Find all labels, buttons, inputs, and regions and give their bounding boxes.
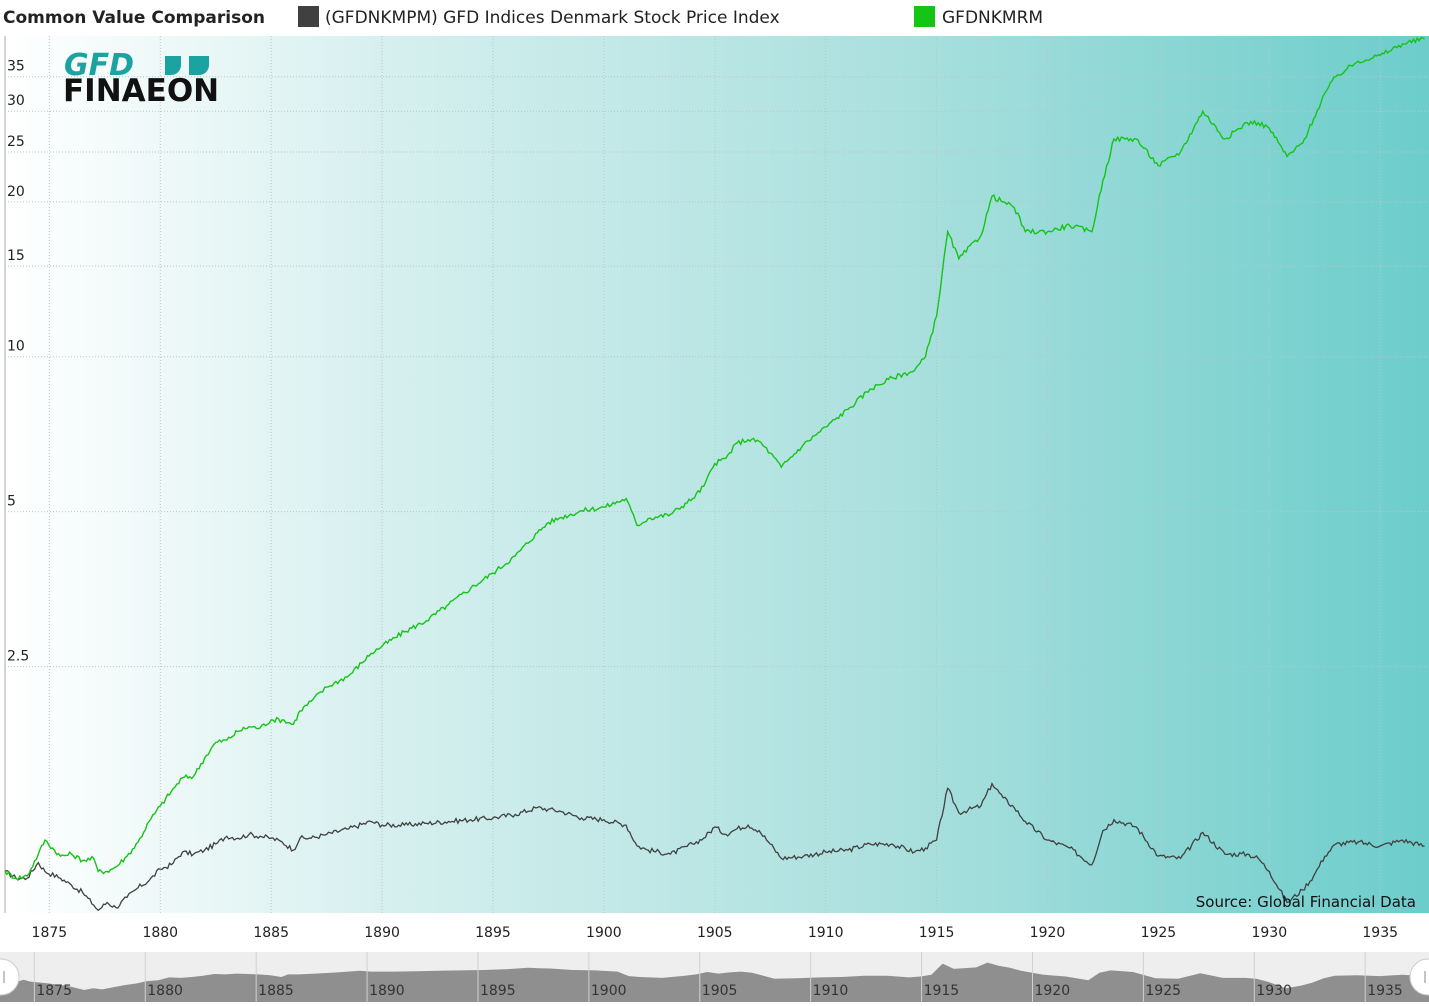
range-navigator[interactable]: 1875 1880 1885 1890 1895 1900 1905 1910 1915 1920… <box>0 952 1429 1002</box>
x-tick-label: 1880 <box>142 925 178 941</box>
navigator-left-handle[interactable] <box>0 958 20 996</box>
x-tick-label: 1910 <box>808 925 844 941</box>
x-tick-label: 1915 <box>919 925 955 941</box>
logo-leaf-icon-2 <box>189 56 209 75</box>
y-tick-label: 20 <box>7 184 25 200</box>
navigator-label-layer: 1875 1880 1885 1890 1895 1900 1905 1910 1915 1920… <box>33 952 1403 1002</box>
plot-area <box>5 36 1429 913</box>
series-line-price-index <box>4 782 1425 912</box>
gfd-finaeon-logo: GFD FINAEON <box>63 48 219 109</box>
navigator-tick-label: 1930 <box>1256 983 1292 999</box>
x-axis-band <box>0 914 1429 952</box>
x-tick-label: 1920 <box>1030 925 1066 941</box>
x-tick-layer: 1875 1880 1885 1890 1895 1900 1905 1910 1915 1920… <box>32 925 1398 941</box>
navigator-tick-label: 1915 <box>924 983 960 999</box>
x-tick-label: 1875 <box>32 925 68 941</box>
y-tick-label: 2.5 <box>7 649 29 665</box>
navigator-right-handle[interactable] <box>1409 958 1429 996</box>
source-note: Source: Global Financial Data <box>1196 893 1416 911</box>
navigator-tick-label: 1920 <box>1034 983 1070 999</box>
legend-label-price-index: (GFDNKMPM) GFD Indices Denmark Stock Pri… <box>325 8 780 28</box>
logo-finaeon-text: FINAEON <box>63 73 219 109</box>
navigator-tick-label: 1885 <box>258 983 294 999</box>
navigator-area <box>0 962 1429 1002</box>
x-tick-label: 1890 <box>364 925 400 941</box>
legend-swatch-price-index <box>298 6 319 27</box>
y-tick-label: 10 <box>7 339 25 355</box>
y-tick-label: 35 <box>7 59 25 75</box>
y-tick-label: 5 <box>7 494 16 510</box>
grid-layer <box>5 36 1429 913</box>
navigator-tick-label: 1910 <box>813 983 849 999</box>
series-line-gfdnkmrm <box>4 36 1425 881</box>
logo-gfd-text: GFD <box>64 48 134 83</box>
x-tick-label: 1895 <box>475 925 511 941</box>
header-bar <box>0 0 1429 35</box>
x-tick-label: 1930 <box>1251 925 1287 941</box>
navigator-tick-label: 1895 <box>480 983 516 999</box>
y-tick-label: 25 <box>7 134 25 150</box>
navigator-tick-label: 1935 <box>1367 983 1403 999</box>
navigator-tick-label: 1925 <box>1145 983 1181 999</box>
chart-title: Common Value Comparison <box>3 8 265 28</box>
y-tick-label: 15 <box>7 248 25 264</box>
x-tick-label: 1905 <box>697 925 733 941</box>
legend-swatch-gfdnkmrm <box>914 6 935 27</box>
navigator-tick-label: 1880 <box>147 983 183 999</box>
navigator-tick-label: 1900 <box>591 983 627 999</box>
navigator-tick-label: 1890 <box>369 983 405 999</box>
logo-leaf-icon <box>165 56 181 75</box>
y-tick-layer: 2.5 5 10 15 20 25 30 35 <box>7 59 29 665</box>
x-tick-label: 1925 <box>1141 925 1177 941</box>
x-tick-label: 1885 <box>253 925 289 941</box>
x-tick-label: 1935 <box>1362 925 1398 941</box>
navigator-tick-label: 1905 <box>702 983 738 999</box>
x-tick-label: 1900 <box>586 925 622 941</box>
legend-label-gfdnkmrm: GFDNKMRM <box>942 8 1043 28</box>
navigator-tick-label: 1875 <box>36 983 72 999</box>
y-tick-label: 30 <box>7 93 25 109</box>
